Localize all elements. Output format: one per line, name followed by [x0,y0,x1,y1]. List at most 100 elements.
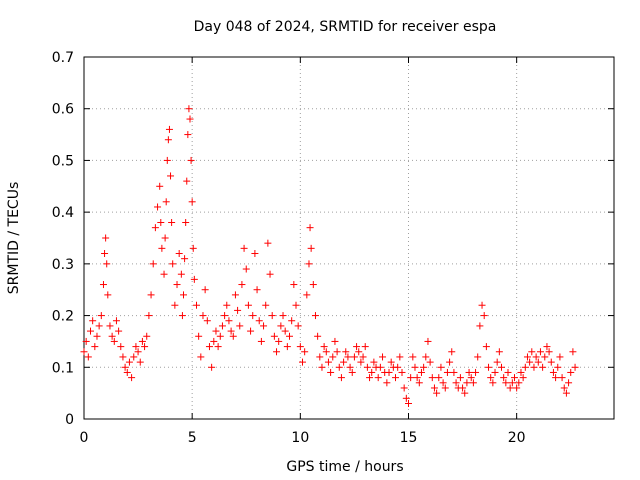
data-point [147,291,155,299]
gridlines [84,57,614,419]
data-point [560,384,568,392]
data-point [167,172,175,180]
data-point [411,363,419,371]
data-point [500,374,508,382]
data-point [104,291,112,299]
data-point [392,374,400,382]
data-point [225,317,233,325]
data-point [314,332,322,340]
data-point [348,368,356,376]
data-point [119,353,127,361]
data-point [294,322,302,330]
data-point [322,348,330,356]
data-point [290,281,298,289]
data-point [270,332,278,340]
data-point [569,348,577,356]
data-point [229,332,237,340]
data-point [446,358,454,366]
data-point [212,327,220,335]
data-point [197,353,205,361]
data-point [84,353,92,361]
data-point [242,265,250,273]
data-point [502,379,510,387]
data-point [409,353,417,361]
data-point [413,374,421,382]
data-point [422,353,430,361]
data-point [264,239,272,247]
data-point [216,332,224,340]
data-point [169,260,177,268]
data-point [201,286,209,294]
data-point [286,332,294,340]
data-point [214,343,222,351]
data-point [218,322,226,330]
data-point [318,363,326,371]
data-point [478,301,486,309]
data-point [221,312,229,320]
data-point [543,343,551,351]
data-point [115,327,123,335]
data-point [510,374,518,382]
y-axis-label: SRMTID / TECUs [6,182,22,295]
data-point [404,399,412,407]
data-point [452,379,460,387]
data-point [350,353,358,361]
data-point [571,363,579,371]
data-point [121,363,129,371]
data-point [149,260,157,268]
data-point [428,374,436,382]
data-point [208,363,216,371]
data-point [517,368,525,376]
data-point [565,379,573,387]
data-point [136,358,144,366]
data-point [190,275,198,283]
x-tick-label: 15 [400,430,418,446]
data-point [474,353,482,361]
data-point [556,353,564,361]
data-point [277,322,285,330]
data-point [273,348,281,356]
data-point [467,374,475,382]
data-point [567,368,575,376]
data-point [306,224,314,232]
data-point [257,337,265,345]
data-point [407,374,415,382]
x-tick-label: 10 [291,430,309,446]
y-tick-label: 0.3 [52,257,74,273]
data-point [192,301,200,309]
data-point [441,384,449,392]
data-point [102,234,110,242]
x-tick-label: 5 [188,430,197,446]
data-point [459,384,467,392]
data-point [402,394,410,402]
data-point [346,363,354,371]
data-point [283,343,291,351]
data-point [461,389,469,397]
data-point [281,327,289,335]
data-point [523,353,531,361]
data-point [240,244,248,252]
data-point [238,281,246,289]
data-point [157,218,165,226]
data-point [539,363,547,371]
data-point [549,368,557,376]
data-point [472,368,480,376]
data-point [366,374,374,382]
data-points [80,105,579,407]
data-point [519,374,527,382]
data-point [97,312,105,320]
data-point [387,358,395,366]
data-point [183,177,191,185]
x-tick-label: 20 [508,430,526,446]
data-point [223,301,231,309]
data-point [108,332,116,340]
data-point [385,368,393,376]
y-tick-label: 0.4 [52,205,74,221]
data-point [420,363,428,371]
data-point [344,353,352,361]
data-point [132,343,140,351]
data-point [506,384,514,392]
data-point [106,322,114,330]
